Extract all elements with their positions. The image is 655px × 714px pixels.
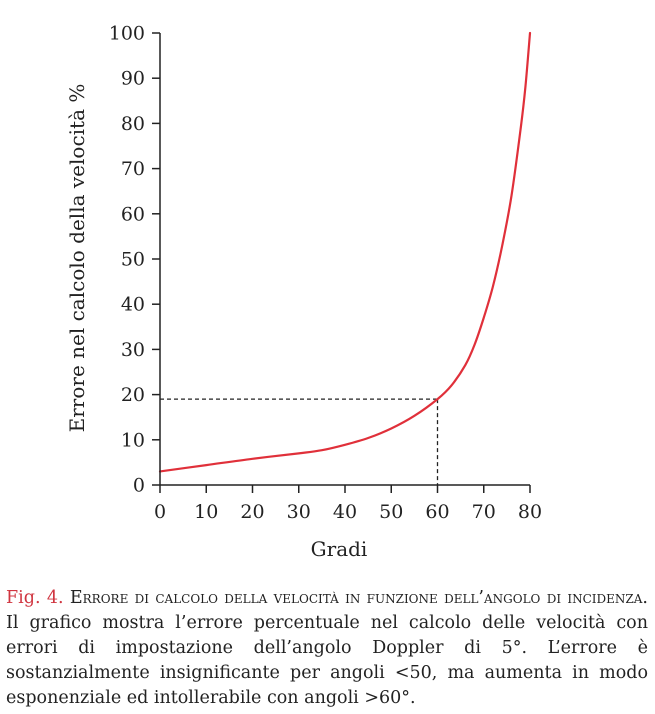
y-tick-label: 60 — [121, 203, 145, 225]
figure-title: Errore di calcolo della velocità in funz… — [69, 588, 648, 608]
x-tick-label: 60 — [425, 501, 449, 523]
y-tick-label: 70 — [121, 158, 145, 180]
x-tick-label: 20 — [240, 501, 264, 523]
y-tick-label: 10 — [121, 429, 145, 451]
y-tick-label: 20 — [121, 384, 145, 406]
y-tick-label: 40 — [121, 294, 145, 316]
figure-caption: Fig. 4. Errore di calcolo della velocità… — [6, 586, 648, 711]
axes: 0 10 20 30 40 50 60 70 80 90 100 0 10 20 30 40 50 60 70 80 — [109, 23, 542, 524]
figure-number: Fig. 4. — [6, 588, 64, 608]
y-axis-title: Errore nel calcolo della velocità % — [65, 84, 89, 433]
x-tick-label: 70 — [472, 501, 496, 523]
y-tick-label: 30 — [121, 339, 145, 361]
y-tick-label: 100 — [109, 23, 145, 45]
y-tick-label: 80 — [121, 113, 145, 135]
x-tick-label: 30 — [287, 501, 311, 523]
series-line — [158, 31, 532, 473]
x-tick-label: 40 — [333, 501, 357, 523]
y-tick-label: 0 — [133, 475, 145, 497]
y-tick-label: 50 — [121, 249, 145, 271]
series-layer — [158, 31, 532, 473]
x-tick-label: 50 — [379, 501, 403, 523]
x-tick-label: 80 — [518, 501, 542, 523]
x-tick-label: 10 — [194, 501, 218, 523]
figure-caption-text: Il grafico mostra l’errore percentuale n… — [6, 613, 648, 708]
x-axis-title: Gradi — [311, 537, 368, 561]
x-tick-label: 0 — [154, 501, 166, 523]
y-tick-label: 90 — [121, 68, 145, 90]
reference-lines — [160, 398, 439, 485]
